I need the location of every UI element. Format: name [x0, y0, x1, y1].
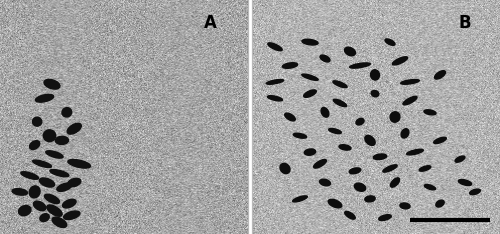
- Ellipse shape: [383, 165, 397, 172]
- Ellipse shape: [373, 154, 387, 160]
- Ellipse shape: [328, 128, 342, 134]
- Ellipse shape: [344, 47, 356, 56]
- Ellipse shape: [67, 123, 82, 134]
- Ellipse shape: [400, 80, 419, 84]
- Ellipse shape: [392, 57, 407, 65]
- Ellipse shape: [56, 136, 68, 144]
- Ellipse shape: [268, 96, 282, 101]
- Ellipse shape: [365, 135, 375, 146]
- Ellipse shape: [349, 168, 361, 174]
- Ellipse shape: [401, 129, 409, 138]
- Ellipse shape: [62, 108, 72, 117]
- Ellipse shape: [339, 145, 351, 150]
- Ellipse shape: [302, 39, 318, 45]
- Ellipse shape: [44, 130, 56, 142]
- Ellipse shape: [350, 63, 370, 68]
- Ellipse shape: [470, 189, 480, 195]
- Ellipse shape: [32, 160, 52, 168]
- Ellipse shape: [44, 194, 60, 204]
- Text: A: A: [204, 14, 216, 32]
- Ellipse shape: [302, 74, 318, 80]
- Ellipse shape: [458, 179, 471, 186]
- Ellipse shape: [344, 211, 356, 219]
- Ellipse shape: [356, 118, 364, 125]
- Ellipse shape: [57, 183, 72, 191]
- Ellipse shape: [282, 63, 298, 68]
- Ellipse shape: [284, 113, 296, 121]
- Ellipse shape: [294, 133, 306, 138]
- Ellipse shape: [321, 107, 329, 117]
- Ellipse shape: [371, 91, 379, 97]
- Ellipse shape: [320, 55, 330, 62]
- Ellipse shape: [434, 137, 446, 144]
- Ellipse shape: [46, 151, 63, 158]
- Ellipse shape: [50, 170, 69, 177]
- Ellipse shape: [403, 96, 417, 105]
- Ellipse shape: [32, 117, 42, 126]
- Ellipse shape: [44, 79, 60, 89]
- Ellipse shape: [320, 179, 330, 186]
- Ellipse shape: [390, 112, 400, 122]
- Ellipse shape: [424, 110, 436, 115]
- Text: B: B: [458, 14, 471, 32]
- Ellipse shape: [68, 160, 90, 168]
- Ellipse shape: [333, 81, 347, 88]
- Ellipse shape: [406, 149, 424, 155]
- Ellipse shape: [304, 149, 316, 155]
- Ellipse shape: [64, 211, 80, 219]
- Ellipse shape: [434, 71, 446, 79]
- Ellipse shape: [29, 186, 40, 198]
- Ellipse shape: [378, 215, 392, 221]
- Ellipse shape: [34, 201, 46, 211]
- Ellipse shape: [424, 185, 436, 190]
- Ellipse shape: [292, 196, 308, 202]
- Ellipse shape: [365, 196, 375, 202]
- Ellipse shape: [12, 189, 28, 195]
- Ellipse shape: [18, 205, 31, 216]
- Ellipse shape: [455, 156, 465, 162]
- Ellipse shape: [68, 178, 81, 187]
- Ellipse shape: [400, 203, 410, 209]
- Ellipse shape: [30, 141, 40, 150]
- Ellipse shape: [280, 163, 290, 174]
- Ellipse shape: [436, 200, 444, 207]
- Ellipse shape: [268, 43, 282, 51]
- Ellipse shape: [21, 172, 38, 179]
- Ellipse shape: [314, 160, 326, 168]
- Ellipse shape: [52, 217, 66, 227]
- Ellipse shape: [304, 90, 316, 97]
- Ellipse shape: [40, 214, 49, 222]
- Ellipse shape: [47, 205, 62, 216]
- Ellipse shape: [385, 39, 395, 45]
- Ellipse shape: [62, 199, 76, 208]
- Ellipse shape: [419, 166, 431, 171]
- Ellipse shape: [370, 70, 380, 80]
- Ellipse shape: [328, 199, 342, 208]
- Ellipse shape: [266, 80, 283, 84]
- Ellipse shape: [40, 178, 54, 187]
- Ellipse shape: [334, 99, 346, 107]
- Ellipse shape: [354, 183, 366, 191]
- Ellipse shape: [390, 178, 400, 187]
- Ellipse shape: [36, 94, 54, 102]
